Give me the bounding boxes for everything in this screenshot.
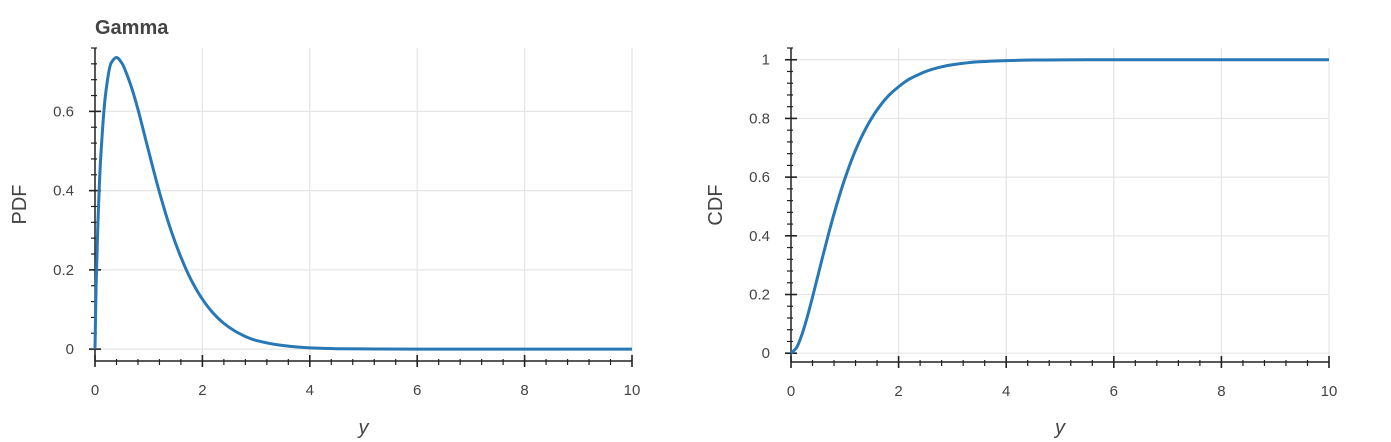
cdf-axes — [790, 48, 1329, 363]
pdf-series-line — [93, 56, 632, 351]
pdf-y-axis-label: PDF — [9, 185, 31, 225]
x-tick-label: 2 — [894, 383, 902, 400]
cdf-series-line — [789, 58, 1329, 355]
pdf-grid — [94, 48, 633, 361]
x-tick-label: 4 — [306, 382, 314, 399]
pdf-plot-area — [95, 48, 632, 361]
y-tick-label: 0.2 — [749, 287, 770, 304]
x-tick-label: 6 — [1110, 383, 1118, 400]
x-tick-label: 8 — [1217, 383, 1225, 400]
y-tick-label: 0.8 — [749, 110, 770, 127]
y-tick-label: 0.6 — [53, 103, 74, 120]
x-tick-label: 10 — [1321, 383, 1338, 400]
x-tick-label: 4 — [1002, 383, 1010, 400]
cdf-ticks: 0 2 4 6 8 10 0 0.2 0.4 0.6 0.8 1 — [749, 47, 1338, 400]
y-tick-label: 0.4 — [749, 228, 770, 245]
y-tick-label: 0.2 — [53, 262, 74, 279]
x-tick-label: 2 — [198, 382, 206, 399]
cdf-plot-area — [791, 48, 1329, 362]
cdf-panel: 0 2 4 6 8 10 0 0.2 0.4 0.6 0.8 1 y CDF — [705, 47, 1338, 439]
y-tick-label: 1 — [762, 52, 770, 69]
y-tick-label: 0.6 — [749, 169, 770, 186]
x-tick-label: 10 — [624, 382, 641, 399]
pdf-ticks: 0 2 4 6 8 10 0 0.2 0.4 0.6 — [53, 47, 641, 399]
pdf-panel: 0 2 4 6 8 10 0 0.2 0.4 0.6 Gamma y PDF — [9, 17, 640, 439]
x-tick-label: 0 — [91, 382, 99, 399]
x-tick-label: 0 — [787, 383, 795, 400]
cdf-x-axis-label: y — [1053, 417, 1066, 439]
x-tick-label: 8 — [520, 382, 528, 399]
y-tick-label: 0 — [762, 345, 770, 362]
y-tick-label: 0 — [66, 341, 74, 358]
x-tick-label: 6 — [413, 382, 421, 399]
pdf-x-axis-label: y — [357, 417, 370, 439]
y-tick-label: 0.4 — [53, 183, 74, 200]
cdf-y-axis-label: CDF — [705, 184, 727, 225]
pdf-chart-title: Gamma — [95, 17, 169, 39]
